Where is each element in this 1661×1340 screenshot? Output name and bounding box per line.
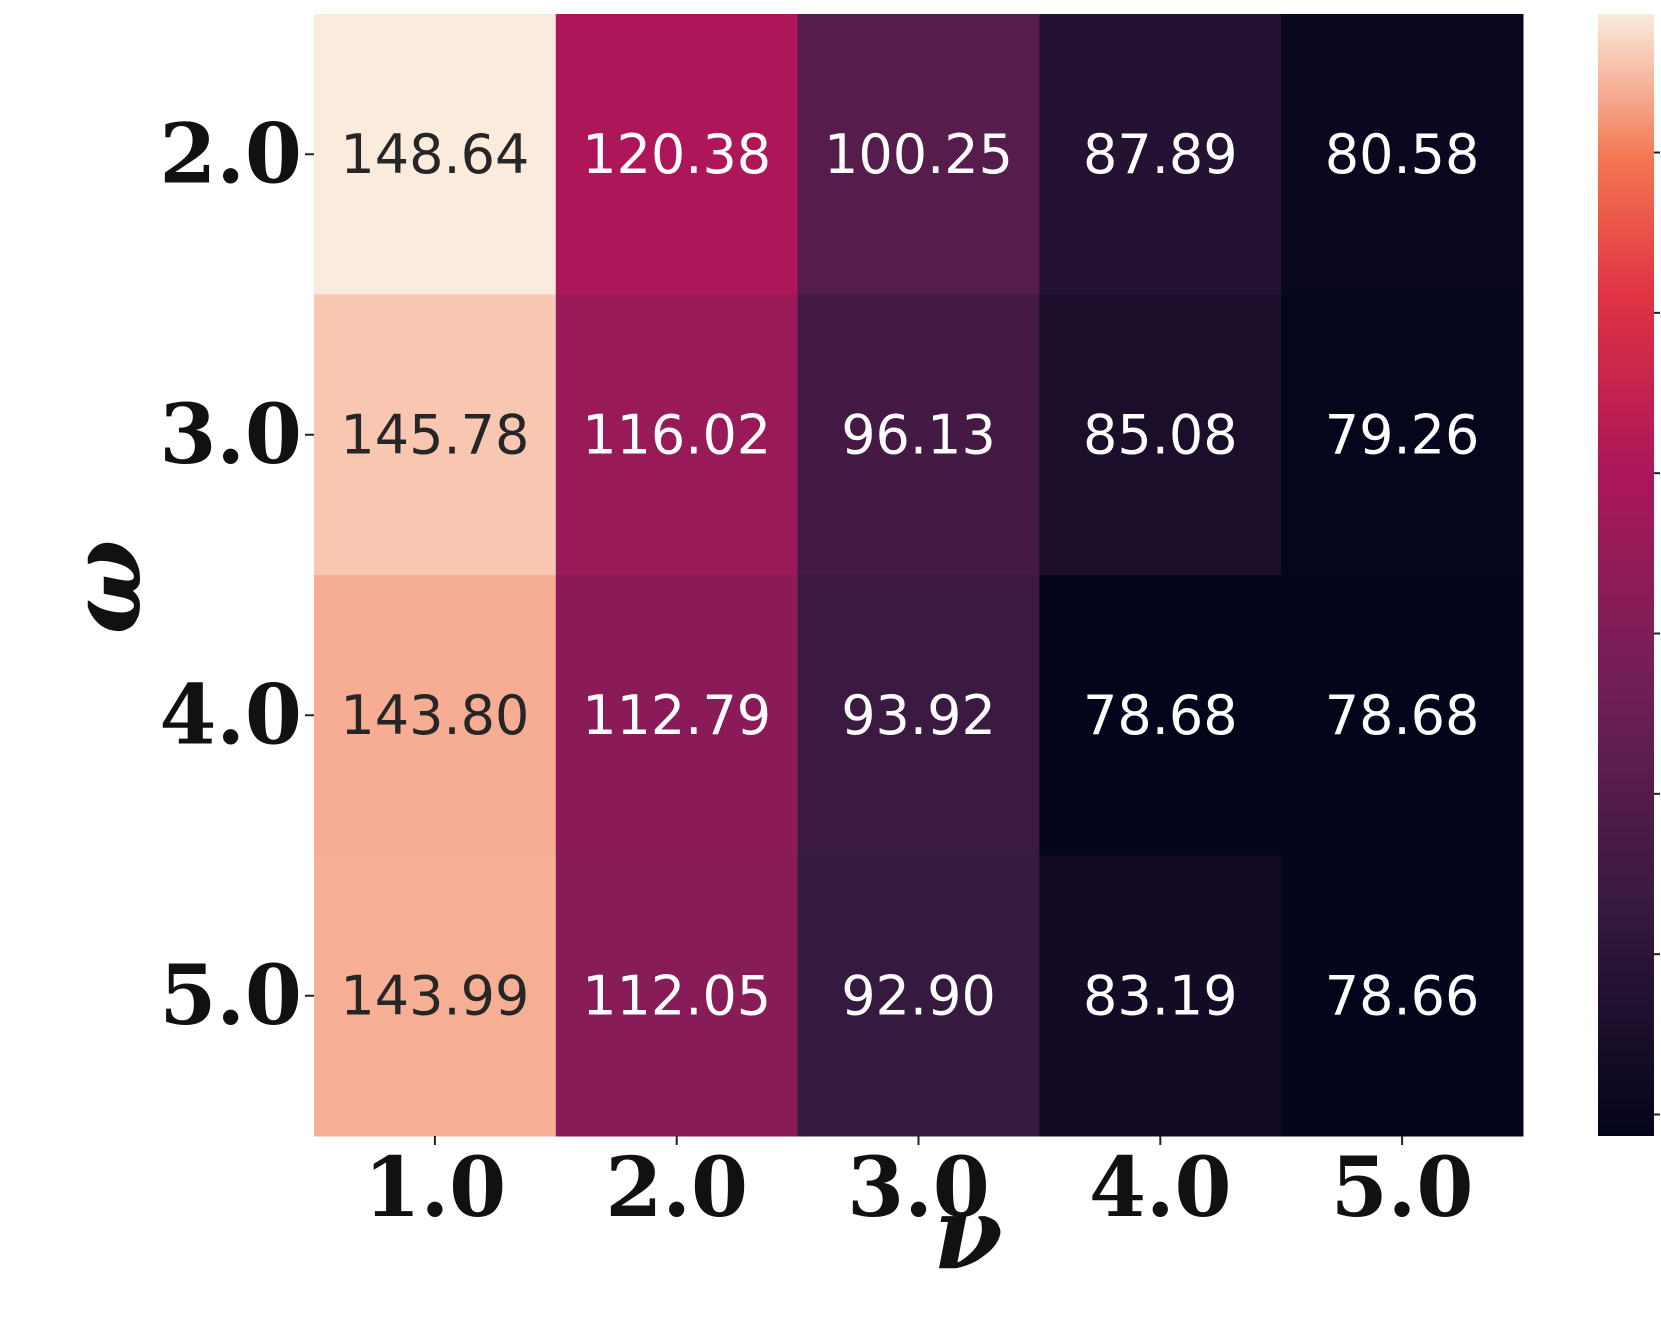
cell-value-label: 116.02 bbox=[582, 403, 771, 466]
heatmap-cell bbox=[1281, 14, 1524, 295]
x-tick-label: 4.0 bbox=[1089, 1140, 1232, 1236]
x-tick-label: 1.0 bbox=[364, 1140, 507, 1236]
heatmap-cell bbox=[555, 14, 799, 295]
x-axis-label: ν bbox=[933, 1174, 1002, 1292]
heatmap-cell bbox=[555, 294, 799, 576]
y-tick-label: 3.0 bbox=[159, 387, 302, 483]
x-tick-label: 5.0 bbox=[1331, 1140, 1474, 1236]
cell-value-label: 145.78 bbox=[340, 403, 529, 466]
heatmap-cell bbox=[1039, 575, 1282, 856]
heatmap-cell bbox=[314, 294, 557, 576]
x-tick-label: 3.0 bbox=[847, 1140, 990, 1236]
heatmap-cell bbox=[1039, 294, 1282, 576]
heatmap-cell bbox=[797, 575, 1040, 856]
colorbar-gradient bbox=[1598, 14, 1654, 1136]
colorbar bbox=[1598, 14, 1660, 1136]
heatmap-cell bbox=[797, 294, 1040, 576]
cell-value-label: 78.68 bbox=[1325, 684, 1480, 747]
heatmap-cell bbox=[314, 575, 557, 856]
heatmap-cell bbox=[1281, 294, 1524, 576]
x-tick-label: 2.0 bbox=[605, 1140, 748, 1236]
cell-value-label: 120.38 bbox=[582, 123, 771, 186]
heatmap-cell bbox=[797, 14, 1040, 295]
x-axis-ticks: 1.0 2.0 3.0 4.0 5.0 bbox=[364, 1136, 1474, 1236]
heatmap-cell bbox=[1281, 575, 1524, 856]
cell-value-label: 93.92 bbox=[841, 684, 996, 747]
cell-value-label: 85.08 bbox=[1083, 403, 1238, 466]
cell-value-label: 96.13 bbox=[841, 403, 996, 466]
cell-value-label: 83.19 bbox=[1083, 964, 1238, 1027]
y-tick-label: 5.0 bbox=[159, 948, 302, 1044]
cell-value-label: 100.25 bbox=[824, 123, 1013, 186]
heatmap-cell bbox=[555, 575, 799, 856]
heatmap-cell bbox=[555, 855, 799, 1137]
cell-value-label: 148.64 bbox=[340, 123, 529, 186]
cell-value-label: 78.68 bbox=[1083, 684, 1238, 747]
heatmap-cell bbox=[314, 14, 557, 295]
heatmap-cell bbox=[314, 855, 557, 1137]
cell-value-label: 92.90 bbox=[841, 964, 996, 1027]
y-tick-label: 2.0 bbox=[159, 106, 302, 202]
y-tick-label: 4.0 bbox=[159, 667, 302, 763]
heatmap-cell bbox=[797, 855, 1040, 1137]
cell-value-labels: 148.64 120.38 100.25 87.89 80.58 145.78 116.02… bbox=[340, 123, 1479, 1028]
cell-value-label: 79.26 bbox=[1325, 403, 1480, 466]
cell-value-label: 80.58 bbox=[1325, 123, 1480, 186]
cell-value-label: 112.05 bbox=[582, 964, 771, 1027]
cell-value-label: 143.99 bbox=[340, 964, 529, 1027]
y-axis-label: ω bbox=[46, 539, 164, 634]
y-axis-ticks: 2.0 3.0 4.0 5.0 bbox=[159, 106, 314, 1044]
heatmap-cell bbox=[1039, 855, 1282, 1137]
cell-value-label: 112.79 bbox=[582, 684, 771, 747]
cell-value-label: 78.66 bbox=[1325, 964, 1480, 1027]
heatmap-cell bbox=[1039, 14, 1282, 295]
heatmap-cells bbox=[314, 14, 1524, 1137]
cell-value-label: 87.89 bbox=[1083, 123, 1238, 186]
cell-value-label: 143.80 bbox=[340, 684, 529, 747]
heatmap-cell bbox=[1281, 855, 1524, 1137]
